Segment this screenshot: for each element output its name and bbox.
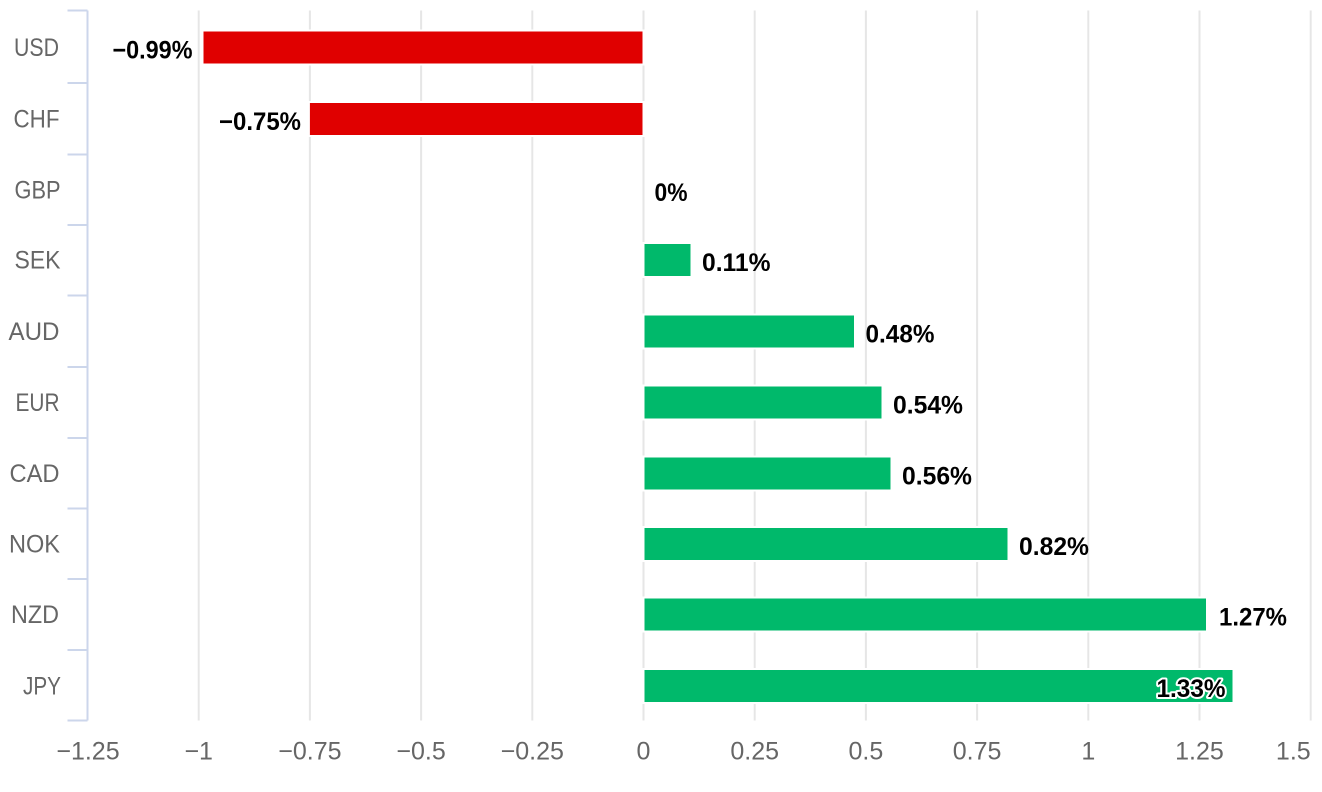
svg-text:1.5: 1.5 xyxy=(1276,738,1311,766)
svg-text:JPY: JPY xyxy=(23,673,61,701)
svg-text:−0.75: −0.75 xyxy=(278,738,341,766)
svg-text:−1: −1 xyxy=(184,738,213,766)
svg-text:1.33%: 1.33% xyxy=(1157,675,1226,703)
svg-text:0.82%: 0.82% xyxy=(1019,533,1089,561)
svg-text:SEK: SEK xyxy=(15,247,61,275)
svg-text:0.56%: 0.56% xyxy=(902,463,972,491)
svg-text:CHF: CHF xyxy=(14,106,60,134)
svg-text:1.27%: 1.27% xyxy=(1219,604,1287,632)
svg-text:GBP: GBP xyxy=(15,177,61,205)
svg-text:1: 1 xyxy=(1081,738,1095,766)
svg-text:AUD: AUD xyxy=(9,318,60,346)
svg-text:−0.75%: −0.75% xyxy=(219,108,301,136)
svg-text:NZD: NZD xyxy=(11,601,59,629)
svg-text:−1.25: −1.25 xyxy=(56,738,119,766)
svg-text:NOK: NOK xyxy=(9,531,60,559)
svg-text:EUR: EUR xyxy=(16,389,60,417)
svg-text:USD: USD xyxy=(14,34,59,62)
svg-text:0.25: 0.25 xyxy=(730,738,779,766)
svg-text:1.25: 1.25 xyxy=(1175,738,1224,766)
svg-text:CAD: CAD xyxy=(10,460,60,488)
svg-text:−0.25: −0.25 xyxy=(501,738,564,766)
svg-text:0: 0 xyxy=(637,738,651,766)
svg-text:0.75: 0.75 xyxy=(953,738,1002,766)
svg-text:0.48%: 0.48% xyxy=(866,321,935,349)
svg-text:−0.99%: −0.99% xyxy=(113,37,193,65)
svg-text:0.5: 0.5 xyxy=(849,738,884,766)
svg-text:0.54%: 0.54% xyxy=(893,392,963,420)
svg-text:0.11%: 0.11% xyxy=(702,249,771,277)
svg-text:−0.5: −0.5 xyxy=(396,738,445,766)
svg-text:0%: 0% xyxy=(655,179,688,207)
